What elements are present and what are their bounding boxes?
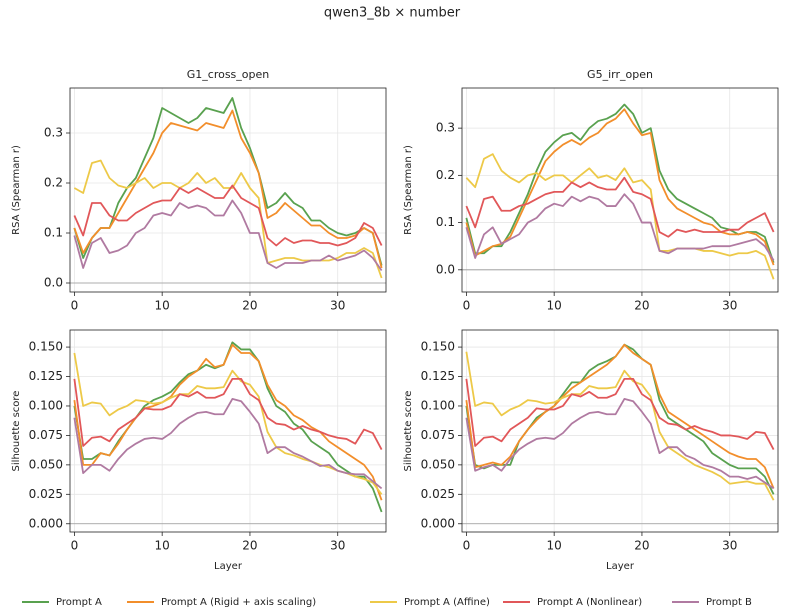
legend-label: Prompt B [706, 597, 752, 608]
series-line [465, 103, 775, 264]
figure-title: qwen3_8b × number [324, 6, 461, 21]
x-axis-label: Layer [214, 561, 243, 572]
y-tick-label: 0.150 [29, 340, 63, 354]
series-line [465, 398, 775, 490]
legend-item: Prompt A (Nonlinear) [503, 597, 642, 608]
x-tick-label: 0 [463, 539, 471, 553]
y-tick-label: 0.3 [44, 126, 63, 140]
series-line [73, 159, 383, 279]
y-tick-label: 0.3 [436, 121, 455, 135]
y-tick-label: 0.025 [29, 487, 63, 501]
y-tick-label: 0.0 [44, 276, 63, 290]
legend-label: Prompt A (Nonlinear) [537, 597, 642, 608]
x-tick-label: 0 [463, 299, 471, 313]
x-tick-label: 30 [330, 299, 345, 313]
y-tick-label: 0.050 [29, 457, 63, 471]
y-axis-label: RSA (Spearman r) [403, 145, 414, 235]
subplot-title: G1_cross_open [187, 68, 270, 81]
legend-label: Prompt A (Rigid + axis scaling) [161, 597, 316, 608]
series-line [465, 153, 775, 280]
y-tick-label: 0.150 [421, 340, 455, 354]
series-line [73, 343, 383, 501]
y-tick-label: 0.025 [421, 487, 455, 501]
axes-frame [69, 87, 387, 293]
y-tick-label: 0.125 [29, 369, 63, 383]
x-tick-label: 10 [155, 299, 170, 313]
y-tick-label: 0.000 [421, 516, 455, 530]
series-line [73, 352, 383, 495]
y-axis-label: RSA (Spearman r) [11, 145, 22, 235]
y-tick-label: 0.000 [29, 516, 63, 530]
y-tick-label: 0.050 [421, 457, 455, 471]
legend-item: Prompt A (Affine) [370, 597, 490, 608]
legend-item: Prompt B [672, 597, 752, 608]
series-line [465, 343, 775, 489]
axes-frame [69, 329, 387, 533]
x-axis-label: Layer [606, 561, 635, 572]
series-line [73, 184, 383, 247]
series-line [465, 351, 775, 501]
x-tick-label: 20 [634, 299, 649, 313]
y-tick-label: 0.2 [44, 176, 63, 190]
x-tick-label: 10 [547, 539, 562, 553]
x-tick-label: 10 [547, 299, 562, 313]
y-tick-label: 0.100 [421, 398, 455, 412]
series-line [73, 97, 383, 266]
legend-item: Prompt A [22, 597, 102, 608]
y-tick-label: 0.1 [44, 226, 63, 240]
legend-label: Prompt A [56, 597, 102, 608]
subplot-title: G5_irr_open [587, 68, 653, 81]
axes-frame [461, 87, 779, 293]
x-tick-label: 30 [330, 539, 345, 553]
legend-item: Prompt A (Rigid + axis scaling) [127, 597, 316, 608]
x-tick-label: 0 [71, 299, 79, 313]
x-tick-label: 20 [242, 539, 257, 553]
x-tick-label: 0 [71, 539, 79, 553]
series-line [465, 193, 775, 261]
series-line [73, 109, 383, 269]
y-tick-label: 0.100 [29, 398, 63, 412]
x-tick-label: 30 [722, 539, 737, 553]
series-line [465, 176, 775, 238]
axes-frame [461, 329, 779, 533]
x-tick-label: 10 [155, 539, 170, 553]
x-tick-label: 30 [722, 299, 737, 313]
y-tick-label: 0.1 [436, 215, 455, 229]
y-tick-label: 0.2 [436, 168, 455, 182]
x-tick-label: 20 [634, 539, 649, 553]
y-axis-label: Silhouette score [403, 391, 414, 472]
y-tick-label: 0.075 [421, 428, 455, 442]
legend-label: Prompt A (Affine) [404, 597, 490, 608]
x-tick-label: 20 [242, 299, 257, 313]
y-tick-label: 0.0 [436, 262, 455, 276]
series-line [73, 398, 383, 490]
series-line [73, 377, 383, 450]
y-tick-label: 0.125 [421, 369, 455, 383]
series-line [73, 199, 383, 272]
y-axis-label: Silhouette score [11, 391, 22, 472]
y-tick-label: 0.075 [29, 428, 63, 442]
series-line [465, 377, 775, 450]
